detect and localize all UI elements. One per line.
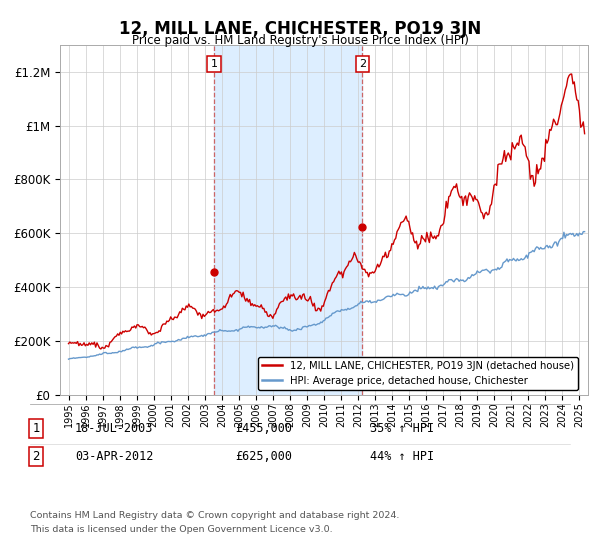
Text: 12, MILL LANE, CHICHESTER, PO19 3JN: 12, MILL LANE, CHICHESTER, PO19 3JN [119,20,481,38]
Legend: 12, MILL LANE, CHICHESTER, PO19 3JN (detached house), HPI: Average price, detach: 12, MILL LANE, CHICHESTER, PO19 3JN (det… [258,357,578,390]
Text: Contains HM Land Registry data © Crown copyright and database right 2024.: Contains HM Land Registry data © Crown c… [30,511,400,520]
Text: 1: 1 [32,422,40,435]
Text: 1: 1 [211,59,217,69]
Text: 2: 2 [359,59,366,69]
Text: 35% ↑ HPI: 35% ↑ HPI [370,422,434,435]
Text: Price paid vs. HM Land Registry's House Price Index (HPI): Price paid vs. HM Land Registry's House … [131,34,469,46]
Text: £625,000: £625,000 [235,450,293,463]
Bar [214,45,362,395]
Text: £455,000: £455,000 [235,422,293,435]
Text: 03-APR-2012: 03-APR-2012 [75,450,153,463]
Text: 2: 2 [32,450,40,463]
Text: 18-JUL-2003: 18-JUL-2003 [75,422,153,435]
Text: This data is licensed under the Open Government Licence v3.0.: This data is licensed under the Open Gov… [30,525,332,534]
Text: 44% ↑ HPI: 44% ↑ HPI [370,450,434,463]
